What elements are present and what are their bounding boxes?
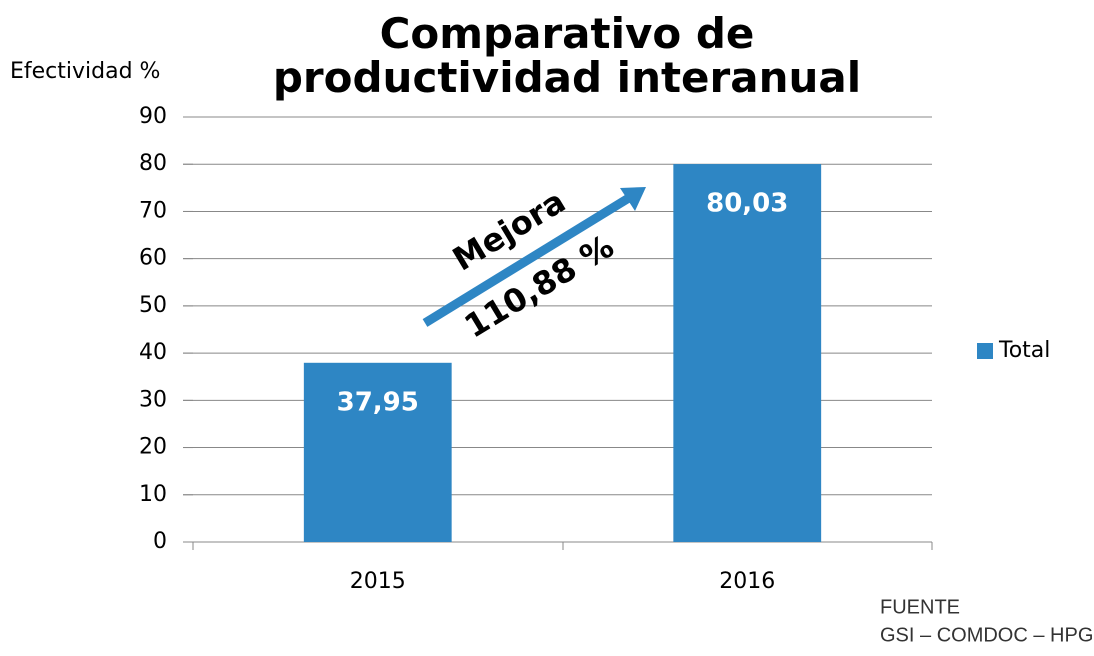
y-tick-label: 70	[139, 198, 167, 223]
y-tick-label: 40	[139, 340, 167, 365]
y-tick-label: 80	[139, 151, 167, 176]
y-tick-label: 0	[153, 529, 167, 554]
y-tick-label: 10	[139, 482, 167, 507]
arrow	[422, 192, 635, 327]
chart-title: Comparativo de productividad interanual	[272, 9, 862, 102]
y-tick-label: 60	[139, 246, 167, 271]
source: FUENTE	[880, 596, 960, 618]
y-axis-label: Efectividad %	[10, 59, 160, 84]
y-tick-label: 50	[139, 293, 167, 318]
data-label: 37,95	[337, 387, 419, 417]
legend-label: Total	[998, 338, 1050, 363]
arrow-head	[620, 187, 646, 211]
improvement-annotation: Mejora 110,88 %	[422, 182, 646, 345]
x-tick-label: 2016	[719, 569, 775, 594]
x-tick-label: 2015	[350, 569, 406, 594]
y-tick-label: 30	[139, 387, 167, 412]
bar	[673, 164, 822, 542]
bar	[303, 362, 452, 542]
y-tick-label: 20	[139, 435, 167, 460]
data-label: 80,03	[706, 189, 788, 219]
source: GSI – COMDOC – HPGD	[880, 624, 1094, 646]
legend-swatch	[977, 343, 993, 359]
y-tick-label: 90	[139, 104, 167, 129]
